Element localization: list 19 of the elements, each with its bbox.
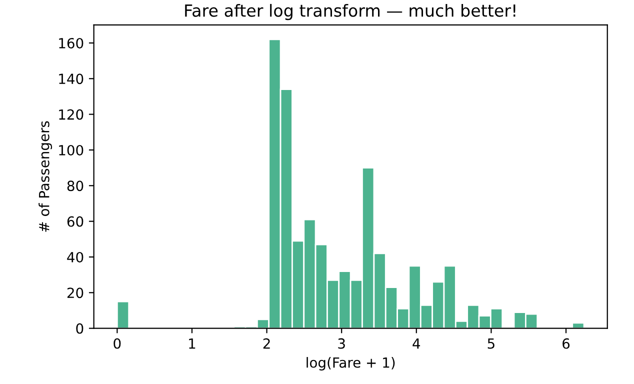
y-tick-label: 140 bbox=[59, 74, 84, 84]
y-axis-title: # of Passengers bbox=[38, 121, 52, 232]
x-tick-label: 5 bbox=[488, 338, 494, 349]
x-tick-label: 6 bbox=[562, 338, 570, 349]
x-tick-label: 0 bbox=[114, 338, 121, 349]
chart-title: Fare after log transform — much better! bbox=[185, 4, 516, 20]
y-tick-label: 100 bbox=[59, 144, 84, 156]
y-tick-label: 20 bbox=[67, 288, 84, 298]
y-tick-label: 40 bbox=[67, 252, 84, 262]
y-tick-label: 120 bbox=[59, 109, 84, 120]
x-axis-title: log(Fare + 1) bbox=[306, 357, 395, 370]
x-tick-label: 3 bbox=[338, 338, 345, 349]
x-tick-label: 2 bbox=[263, 338, 270, 349]
y-tick-label: 80 bbox=[67, 180, 84, 192]
y-tick-label: 60 bbox=[67, 216, 84, 227]
x-tick-label: 4 bbox=[412, 338, 420, 349]
x-tick-label: 1 bbox=[189, 338, 196, 349]
y-tick-label: 160 bbox=[59, 38, 84, 48]
y-tick-label: 0 bbox=[76, 323, 84, 334]
